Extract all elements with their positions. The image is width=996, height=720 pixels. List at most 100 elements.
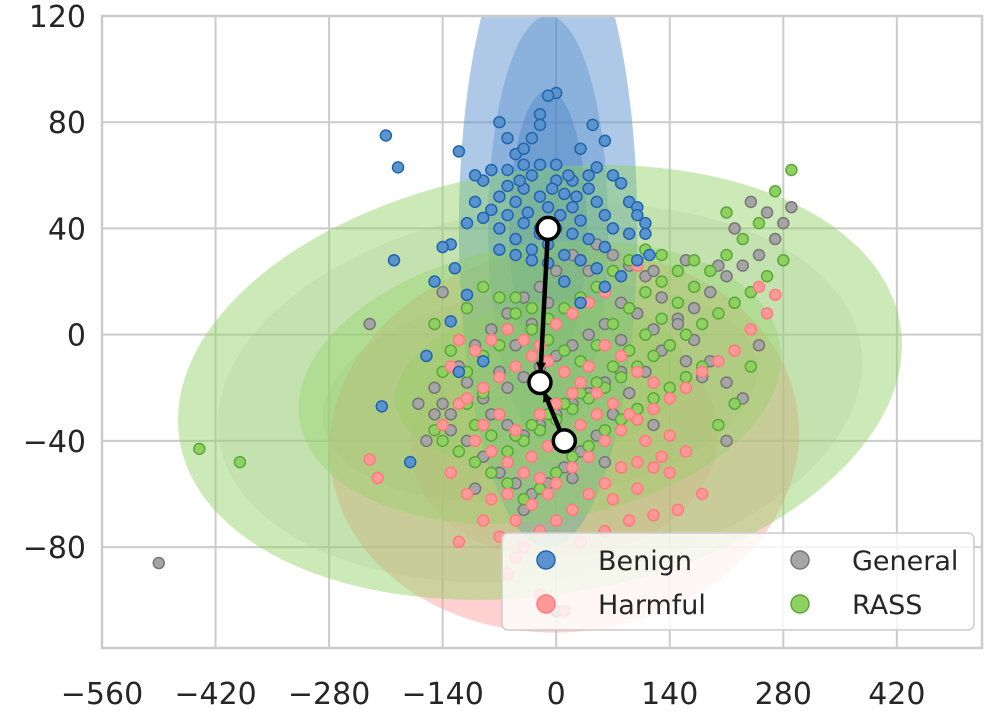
point-benign: [533, 108, 547, 121]
point-general: [720, 434, 733, 448]
point-benign: [436, 240, 449, 254]
point-harmful: [647, 461, 660, 474]
point-harmful: [671, 503, 685, 517]
point-benign: [606, 169, 620, 182]
point-rass: [485, 429, 498, 442]
point-rass: [671, 296, 685, 310]
y-tick-label: 40: [48, 212, 86, 247]
point-harmful: [549, 317, 563, 331]
point-harmful: [501, 323, 514, 336]
point-benign: [574, 254, 587, 267]
point-benign: [590, 195, 603, 209]
point-harmful: [614, 424, 628, 437]
point-rass: [768, 185, 782, 198]
point-benign: [558, 275, 571, 288]
point-general: [768, 232, 782, 246]
point-general: [582, 328, 595, 341]
point-benign: [562, 169, 575, 182]
point-rass: [525, 323, 539, 336]
point-rass: [598, 424, 612, 437]
point-rass: [614, 370, 628, 384]
point-general: [444, 408, 458, 421]
point-benign: [509, 248, 522, 262]
point-harmful: [566, 503, 579, 517]
point-rass: [663, 381, 676, 395]
point-harmful: [452, 535, 466, 549]
point-harmful: [647, 402, 660, 416]
point-harmful: [509, 424, 522, 437]
point-general: [614, 333, 628, 347]
x-tick-label: 420: [868, 677, 925, 712]
point-benign: [391, 161, 405, 174]
centroid-benign: [535, 215, 561, 242]
point-rass: [639, 328, 652, 341]
point-harmful: [663, 429, 676, 442]
point-rass: [558, 344, 571, 357]
point-rass: [590, 376, 603, 389]
legend-label-benign: Benign: [598, 546, 692, 577]
point-harmful: [744, 323, 758, 336]
point-benign: [493, 222, 506, 235]
point-harmful: [574, 376, 587, 389]
point-benign: [606, 222, 620, 235]
point-rass: [428, 317, 441, 331]
point-benign: [598, 280, 612, 294]
point-rass: [452, 445, 466, 458]
point-benign: [493, 190, 506, 203]
point-benign: [533, 118, 547, 132]
point-harmful: [582, 487, 595, 501]
point-harmful: [598, 477, 612, 490]
centroid-markers: [527, 215, 578, 454]
point-benign: [485, 163, 498, 177]
point-harmful: [533, 471, 547, 485]
point-rass: [436, 434, 449, 448]
legend-label-harmful: Harmful: [598, 590, 706, 621]
point-rass: [687, 254, 701, 267]
point-benign: [614, 269, 628, 283]
point-benign: [460, 288, 474, 302]
point-benign: [533, 158, 547, 171]
point-benign: [517, 142, 531, 156]
point-benign: [622, 227, 636, 240]
point-harmful: [712, 354, 725, 368]
point-harmful: [476, 514, 490, 527]
point-harmful: [485, 333, 498, 347]
point-benign: [582, 169, 595, 182]
point-benign: [403, 455, 417, 469]
point-harmful: [485, 493, 498, 506]
centroid-arrows: [536, 240, 562, 431]
point-benign: [525, 243, 539, 256]
point-rass: [728, 397, 741, 410]
y-axis-ticks: −80 −40 0 40 80 120: [23, 0, 86, 566]
point-general: [777, 216, 790, 230]
point-rass: [712, 418, 725, 432]
point-rass: [582, 439, 595, 453]
point-benign: [582, 232, 595, 246]
point-benign: [590, 262, 603, 275]
point-rass: [509, 291, 522, 304]
point-benign: [614, 177, 628, 190]
point-benign: [513, 174, 526, 187]
legend: Benign General Harmful RASS: [501, 532, 975, 631]
point-general: [501, 381, 514, 395]
point-benign: [598, 208, 612, 222]
point-rass: [679, 328, 693, 341]
point-rass: [647, 392, 660, 405]
point-general: [687, 301, 701, 315]
y-tick-label: 0: [67, 319, 86, 354]
point-rass: [704, 264, 717, 278]
point-rass: [720, 206, 733, 219]
point-harmful: [363, 453, 376, 466]
x-tick-label: −560: [61, 677, 143, 712]
point-general: [598, 455, 612, 469]
point-harmful: [525, 498, 539, 511]
point-harmful: [582, 360, 595, 373]
point-benign: [566, 200, 579, 214]
point-rass: [233, 455, 247, 469]
point-benign: [574, 142, 587, 156]
point-general: [436, 397, 449, 410]
x-tick-label: 280: [755, 677, 812, 712]
point-general: [744, 195, 758, 209]
x-tick-label: −420: [174, 677, 256, 712]
point-benign: [501, 208, 514, 222]
